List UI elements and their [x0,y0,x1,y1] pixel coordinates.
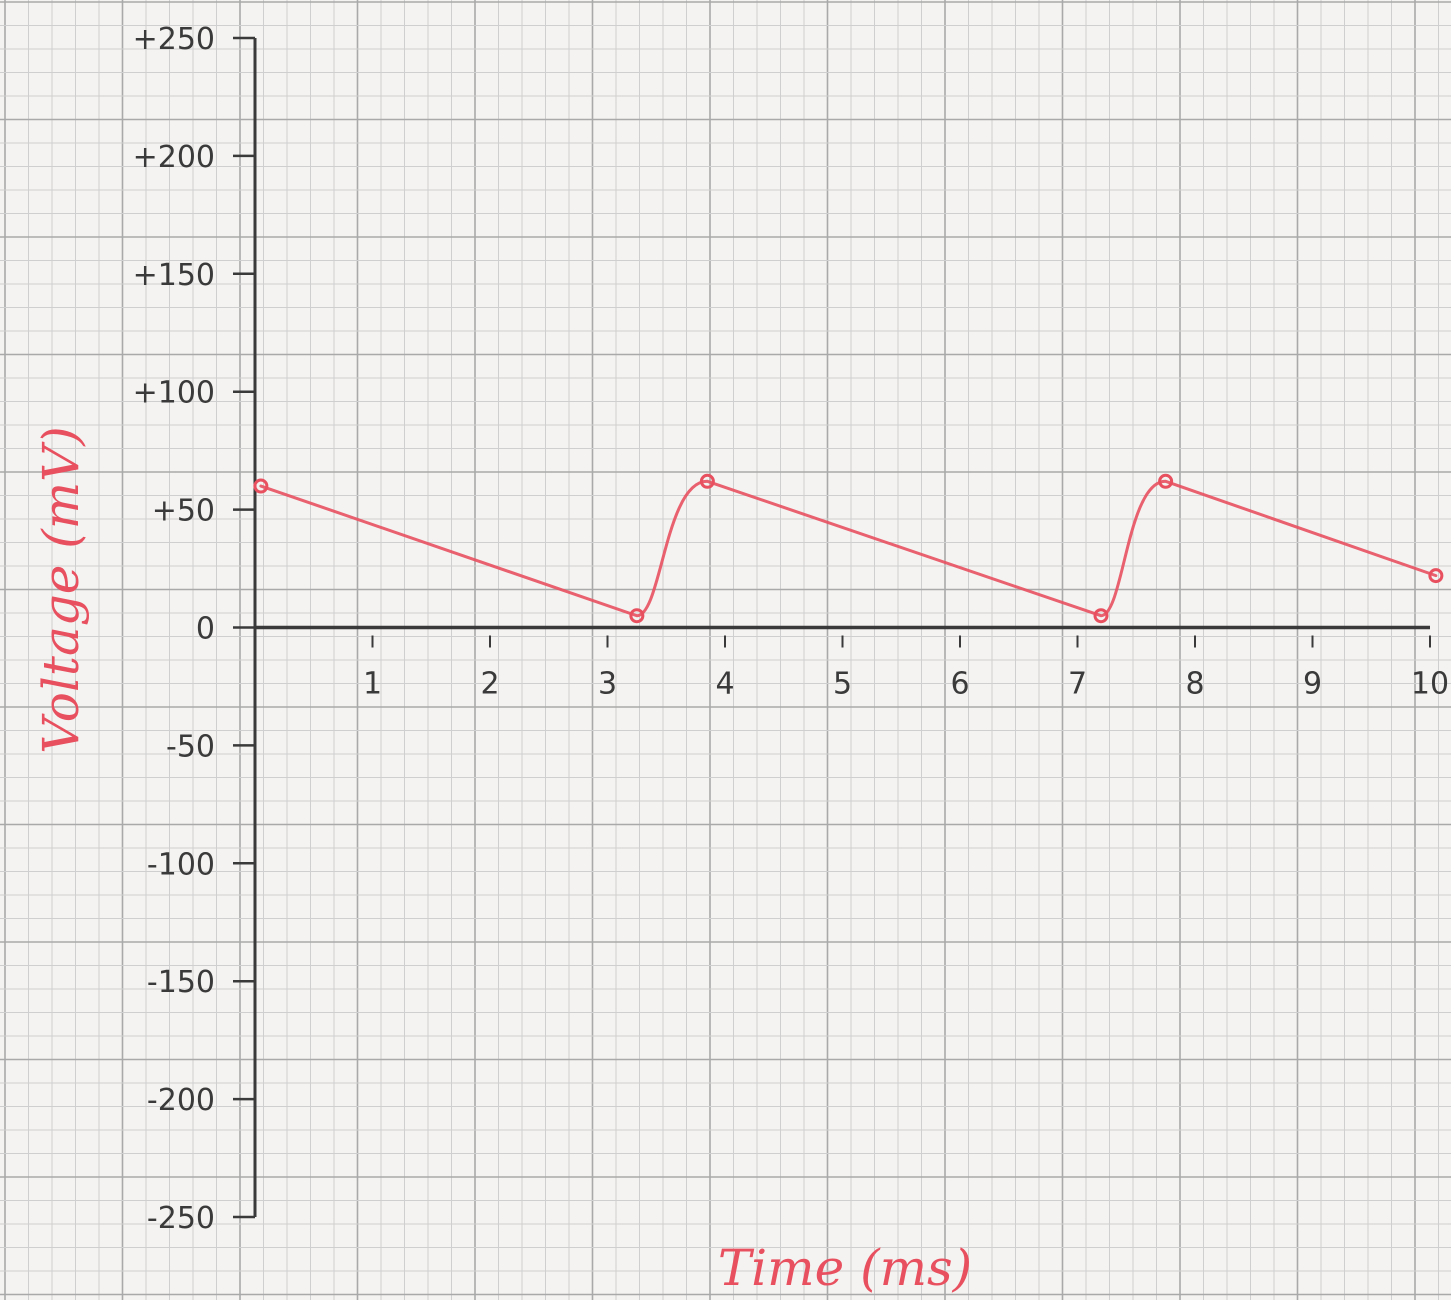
y-tick-label: -100 [147,847,215,882]
x-tick-label: 8 [1185,667,1204,702]
x-tick-label: 2 [480,667,499,702]
x-tick-label: 1 [363,667,382,702]
data-point [1158,473,1174,489]
data-point [1093,608,1109,624]
x-tick-label: 5 [833,667,852,702]
tick-labels: +250 +200 +150 +100 +50 0 -50 -100 -150 -200 -250 1… [133,22,1450,1236]
y-tick-label: +50 [152,494,215,529]
series-line [259,479,1438,618]
y-tick-label: +250 [133,22,215,57]
y-tick-label: -50 [166,729,215,764]
x-tick-label: 6 [950,667,969,702]
x-tick-label: 10 [1411,667,1449,702]
data-point [699,473,715,489]
x-tick-label: 3 [598,667,617,702]
y-tick-label: +200 [133,140,215,175]
data-point [253,478,269,494]
y-tick-label: -200 [147,1083,215,1118]
y-tick-label: 0 [196,612,215,647]
y-tick-label: +150 [133,258,215,293]
y-axis-title: Voltage (mV) [32,426,90,754]
y-tick-label: +100 [133,376,215,411]
x-tick-label: 4 [715,667,734,702]
data-series [253,473,1444,624]
data-point [629,608,645,624]
y-tick-label: -250 [147,1201,215,1236]
x-axis-title: Time (ms) [718,1239,972,1297]
y-tick-label: -150 [147,965,215,1000]
axes [253,38,1430,1217]
data-point [1428,568,1444,584]
x-tick-label: 7 [1068,667,1087,702]
x-tick-label: 9 [1303,667,1322,702]
